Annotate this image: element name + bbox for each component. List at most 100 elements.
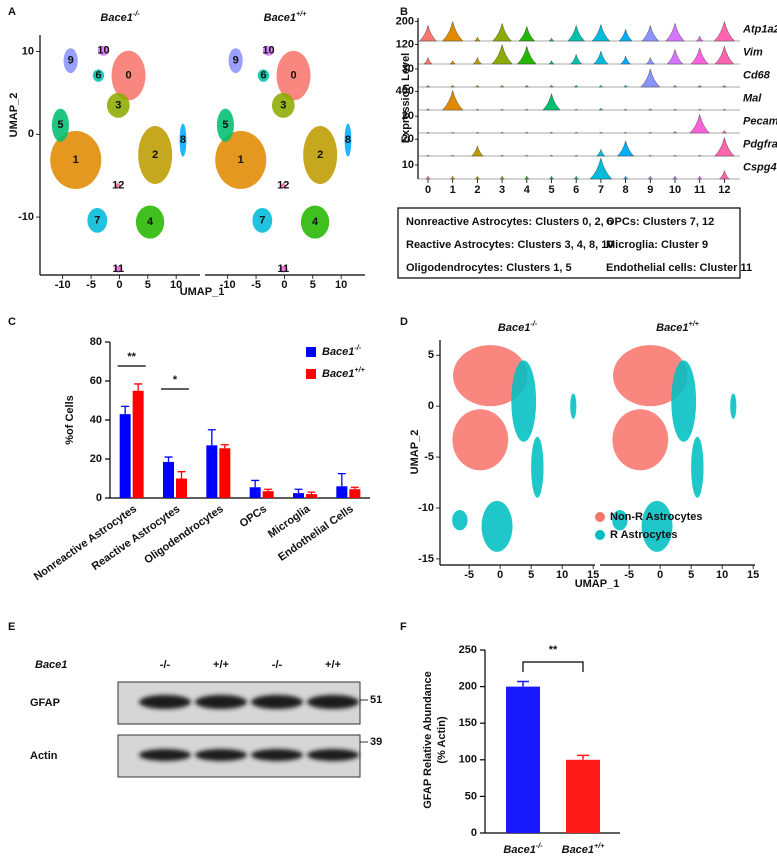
violin	[441, 90, 464, 111]
violin	[499, 175, 506, 180]
violin	[574, 131, 578, 134]
y-tick-label: 0	[428, 400, 434, 412]
error-bar	[294, 488, 303, 494]
gene-label: Cspg4	[743, 161, 777, 173]
violin	[713, 21, 736, 42]
cluster-label: 2	[152, 149, 158, 161]
violin	[423, 56, 433, 65]
error-bar	[577, 754, 589, 760]
x-tick-label: -10	[55, 279, 71, 291]
y-tick-label: -10	[18, 211, 34, 223]
cluster	[279, 265, 288, 273]
violin	[666, 49, 684, 65]
legend-text: Microglia: Cluster 9	[606, 239, 708, 251]
y-tick-label: 120	[396, 39, 414, 51]
blot-band	[251, 749, 303, 761]
x-tick-label: Endothelial Cells	[276, 503, 355, 564]
legend-swatch	[595, 512, 605, 522]
y-tick-label: 60	[90, 375, 102, 387]
y-axis-label: Expression Level	[400, 53, 412, 144]
x-tick-label: 7	[598, 184, 604, 196]
y-tick-label: 5	[428, 349, 434, 361]
violin	[648, 131, 652, 134]
panel-letter: C	[8, 316, 16, 328]
gene-label: Pdgfra	[743, 138, 777, 150]
violin	[450, 84, 455, 88]
cell-group	[531, 436, 544, 498]
y-tick-label: 50	[465, 790, 477, 802]
lane-label: +/+	[325, 659, 341, 671]
gene-label: Mal	[743, 92, 762, 104]
subplot-title: Bace1+/+	[656, 320, 700, 334]
error-bar	[307, 491, 316, 495]
subplot-title-name: Bace1	[264, 12, 296, 24]
violin	[698, 154, 702, 157]
violin	[542, 93, 561, 111]
y-tick-label: 20	[402, 110, 414, 122]
legend-box	[397, 207, 741, 279]
violin	[451, 131, 455, 134]
cluster	[116, 183, 121, 189]
significance-label: *	[173, 374, 178, 386]
violin	[471, 145, 484, 157]
error-bar	[251, 479, 260, 488]
x-tick-label-name: Bace1	[562, 844, 594, 856]
cluster-label: 3	[280, 99, 286, 111]
violin	[673, 154, 677, 157]
x-tick-label: 10	[669, 184, 681, 196]
subplot-title-name: Bace1	[498, 322, 530, 334]
panel-letter: A	[8, 6, 16, 18]
cluster	[252, 207, 273, 233]
violin	[714, 137, 735, 157]
legend-text: Reactive Astrocytes: Clusters 3, 4, 8, 1…	[406, 239, 613, 251]
x-tick-label: 0	[497, 569, 503, 581]
x-tick-label: 9	[647, 184, 653, 196]
violin	[449, 60, 456, 65]
violin	[449, 175, 456, 180]
violin	[697, 84, 702, 88]
violin	[518, 26, 536, 42]
violin	[419, 25, 437, 42]
y-tick-label: 250	[459, 644, 477, 656]
violin	[673, 84, 677, 88]
legend-text: Nonreactive Astrocytes: Clusters 0, 2, 6	[406, 216, 613, 228]
violin	[524, 84, 529, 88]
cell-group	[511, 360, 537, 442]
violin	[426, 131, 430, 134]
y-tick-label: 10	[22, 45, 34, 57]
violin	[589, 157, 613, 180]
row-label: GFAP	[30, 697, 60, 709]
error-bar	[220, 444, 229, 449]
cluster-label: 11	[277, 263, 289, 275]
violin	[523, 175, 530, 180]
cell-group	[453, 345, 528, 407]
subplot-title: Bace1-/-	[100, 10, 140, 24]
x-tick-label: Bace1+/+	[562, 842, 606, 856]
cluster	[276, 50, 311, 101]
violin	[574, 108, 578, 111]
subplot-title: Bace1-/-	[498, 320, 538, 334]
lane-label: +/+	[213, 659, 229, 671]
legend-label: Non-R Astrocytes	[610, 511, 703, 523]
x-tick-label: 0	[425, 184, 431, 196]
violin	[645, 56, 655, 65]
y-tick-label: 40	[90, 414, 102, 426]
cluster	[63, 48, 78, 74]
subplot-title-superscript: +/+	[689, 320, 700, 328]
x-tick-label: 0	[657, 569, 663, 581]
y-tick-label: -10	[418, 502, 434, 514]
cluster-label: 9	[68, 55, 74, 67]
legend-label-superscript: -/-	[354, 344, 361, 352]
x-tick-label: Bace1-/-	[503, 842, 543, 856]
violin	[574, 154, 578, 157]
violin	[500, 154, 504, 157]
violin	[548, 37, 555, 42]
x-tick-label: 10	[170, 279, 182, 291]
legend-label: R Astrocytes	[610, 529, 677, 541]
significance-label: **	[127, 351, 136, 363]
bar	[306, 494, 317, 498]
cell-group	[570, 393, 577, 419]
cluster-label: 4	[312, 216, 319, 228]
cluster	[303, 126, 338, 184]
cluster	[300, 205, 330, 239]
